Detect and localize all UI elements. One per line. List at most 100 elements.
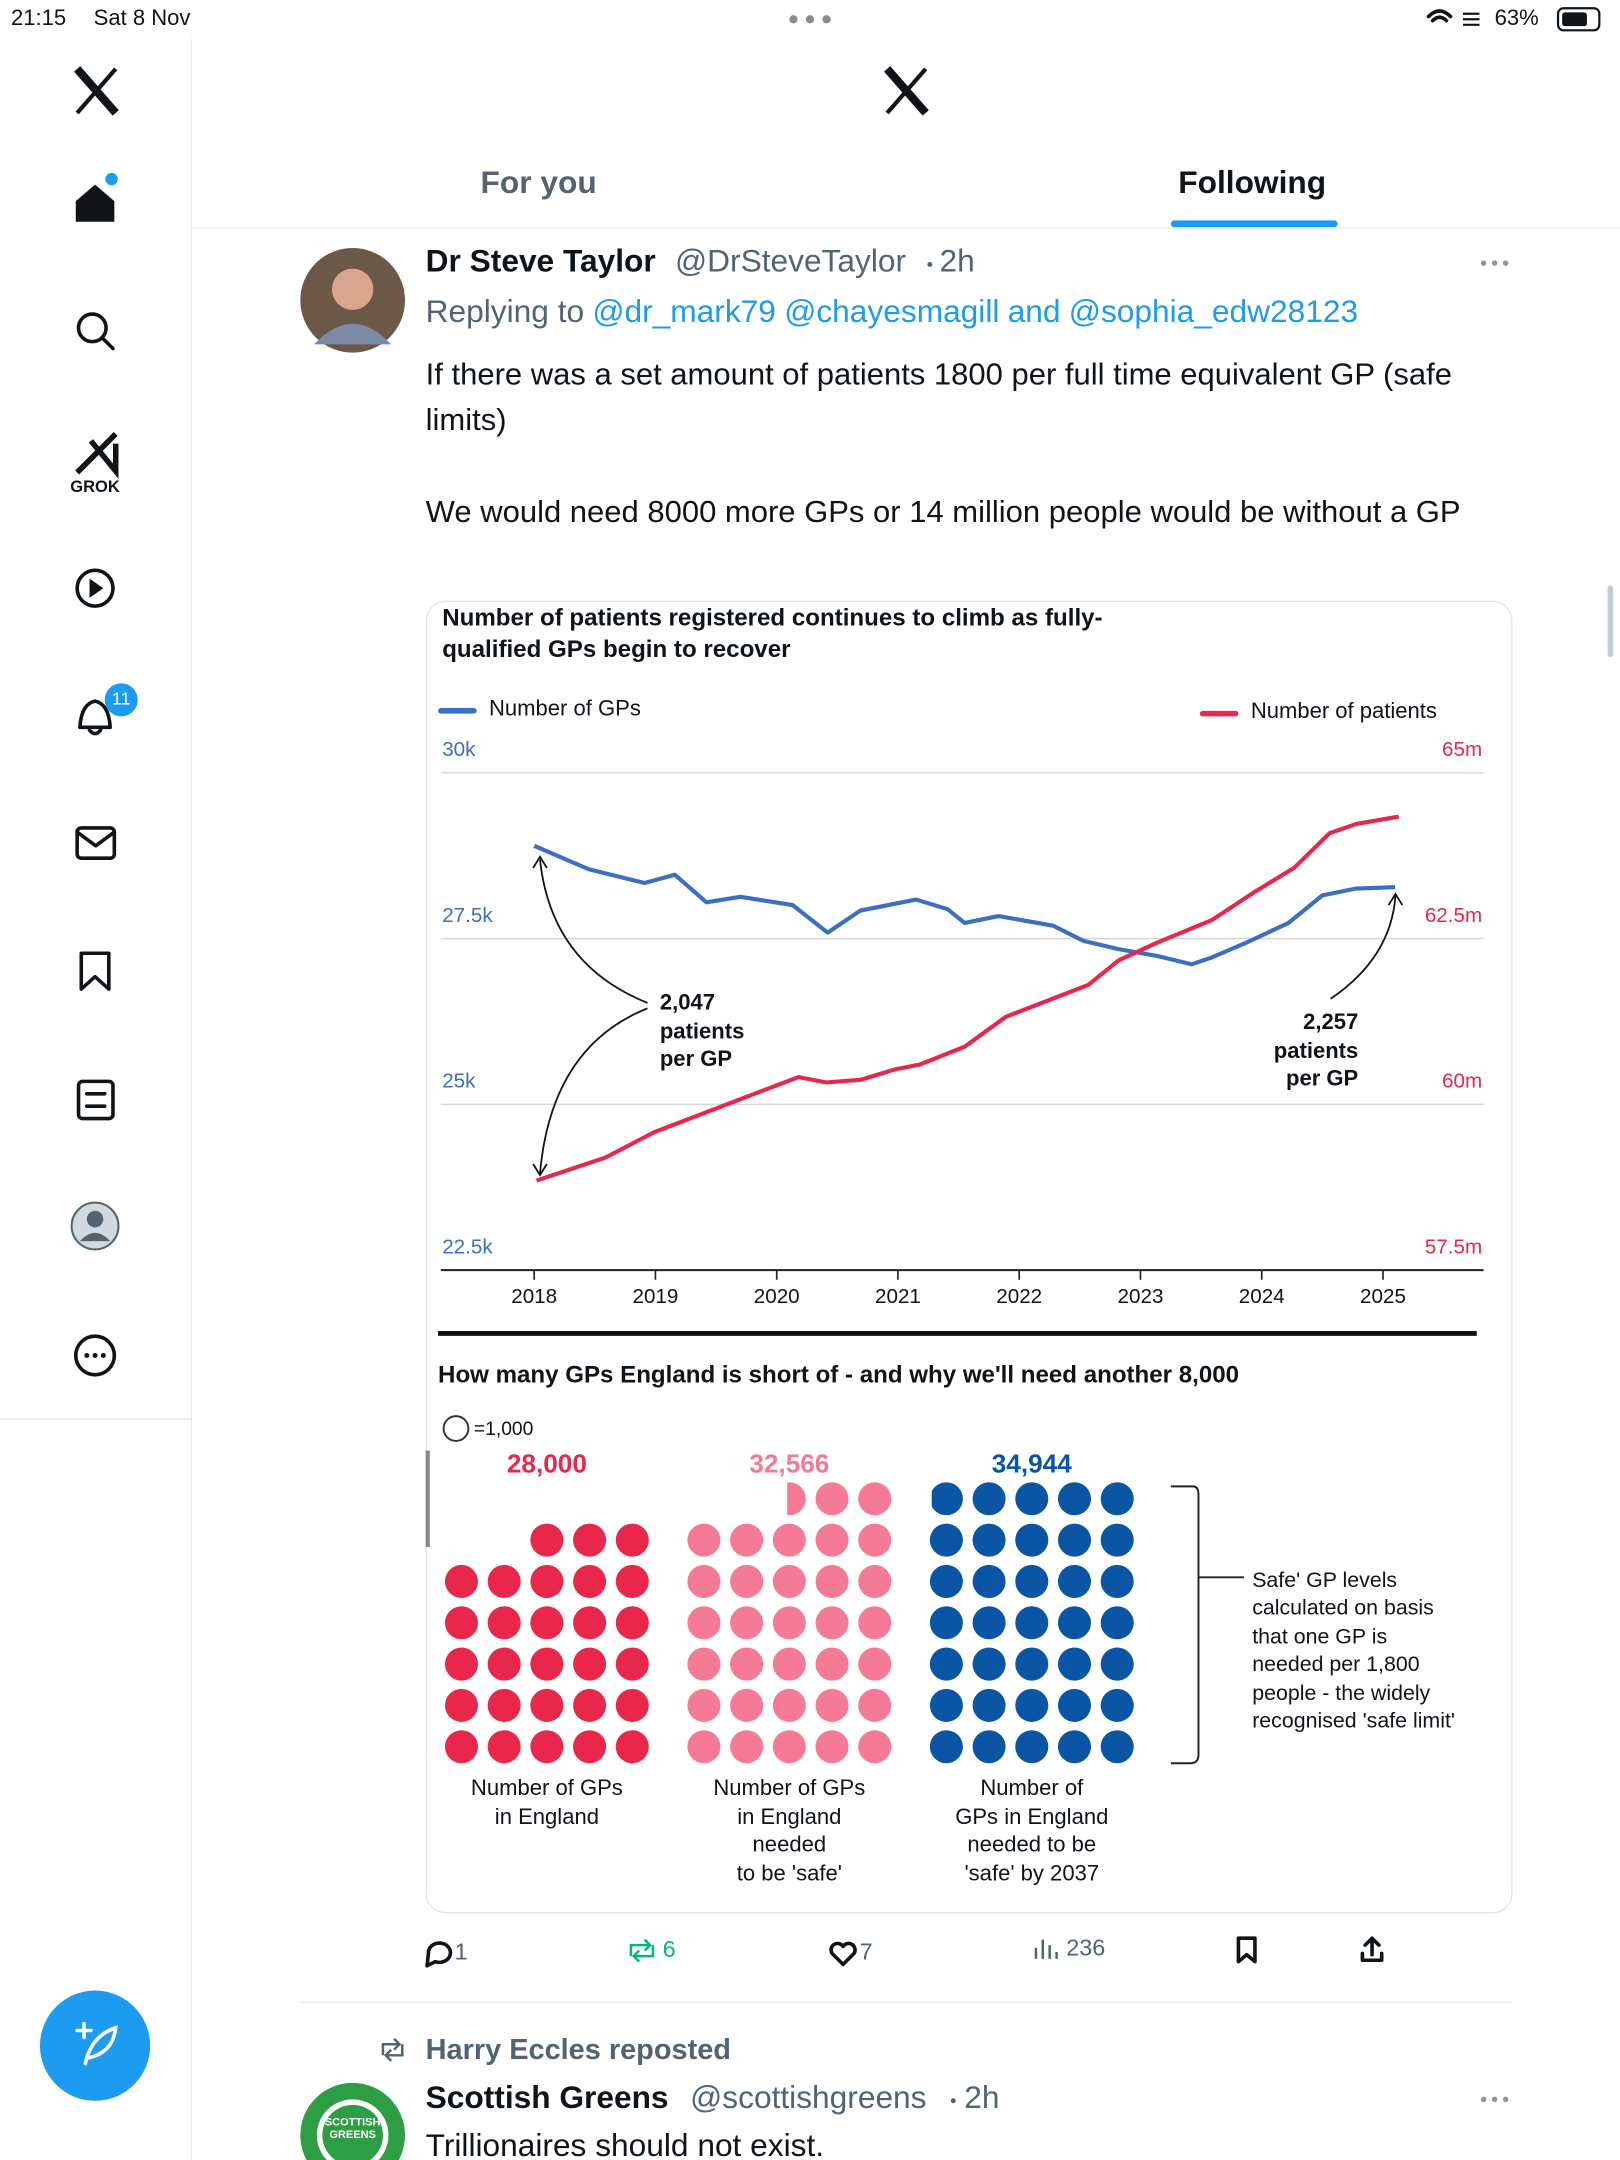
unit-dot xyxy=(815,1564,849,1598)
bracket xyxy=(1170,1485,1244,1765)
series-line xyxy=(533,843,1396,967)
lists-icon[interactable] xyxy=(76,1079,115,1121)
home-icon[interactable] xyxy=(75,172,118,222)
reply-button[interactable]: 1 xyxy=(425,1939,468,1968)
reply-handle[interactable]: @chayesmagill xyxy=(784,293,999,329)
grok-icon[interactable]: GROK xyxy=(70,431,120,496)
unit-dot xyxy=(730,1606,764,1640)
chart-title: Number of patients registered continues … xyxy=(442,603,1103,663)
category-label: Number of GPs in England needed to be 's… xyxy=(713,1777,866,1886)
unit-key xyxy=(442,1415,470,1442)
reply-handle[interactable]: @sophia_edw28123 xyxy=(1069,293,1358,329)
y-tick-label: 22.5k xyxy=(442,1236,493,1259)
unit-dot xyxy=(444,1730,479,1764)
more-icon[interactable] xyxy=(73,1334,117,1377)
crop-edge xyxy=(425,1450,430,1547)
legend-label: Number of GPs xyxy=(489,695,641,720)
post-time[interactable]: 2h xyxy=(964,2079,999,2115)
search-icon[interactable] xyxy=(76,312,115,351)
y2-tick-label: 60m xyxy=(1442,1070,1482,1093)
unit-dot xyxy=(1057,1647,1092,1681)
battery-level: 63% xyxy=(1495,5,1539,30)
unit-dot xyxy=(931,1482,963,1516)
unit-dot xyxy=(730,1647,764,1681)
x-tick-label: 2021 xyxy=(875,1285,921,1308)
series-line xyxy=(535,814,1400,1183)
unit-dot xyxy=(858,1606,892,1640)
grok-label: GROK xyxy=(70,477,120,496)
x-tick-label: 2023 xyxy=(1117,1285,1163,1308)
unit-dot xyxy=(772,1606,806,1640)
unit-dot xyxy=(815,1688,849,1722)
share-button[interactable] xyxy=(1360,1936,1384,1963)
post-menu[interactable] xyxy=(1480,260,1509,266)
unit-dot xyxy=(1057,1523,1092,1557)
unit-dot xyxy=(687,1606,721,1640)
wifi-icon xyxy=(1426,9,1453,23)
unit-dot xyxy=(858,1688,892,1722)
category-label-box: Number of GPs in England xyxy=(471,1777,623,1829)
unit-dot xyxy=(1057,1688,1092,1722)
unit-dot xyxy=(815,1730,849,1764)
author-avatar[interactable] xyxy=(300,247,405,353)
notifications-icon[interactable]: 11 xyxy=(78,683,138,736)
unit-dot xyxy=(487,1647,521,1681)
chart-title-box: Number of patients registered continues … xyxy=(442,603,1103,663)
like-count: 7 xyxy=(860,1939,873,1965)
scrollbar xyxy=(1607,585,1614,658)
profile-icon[interactable] xyxy=(70,1201,120,1251)
x-tick-label: 2019 xyxy=(632,1285,678,1308)
author-name[interactable]: Dr Steve Taylor xyxy=(426,242,656,278)
x-tick-label: 2022 xyxy=(996,1285,1042,1308)
line-chart: 22.5k 25k 27.5k 30k 57.5m 60m 62.5m 65m 2018 2019… xyxy=(438,695,1484,1308)
unit-dot xyxy=(1015,1647,1049,1681)
author-handle[interactable]: @DrSteveTaylor xyxy=(675,242,906,278)
scottish-greens-avatar[interactable]: SCOTTISH GREENS xyxy=(300,2082,405,2160)
note-box: Safe' GP levels calculated on basis that… xyxy=(1252,1569,1455,1733)
author-handle[interactable]: @scottishgreens xyxy=(690,2079,926,2115)
unit-dot xyxy=(858,1523,892,1557)
unit-dot xyxy=(530,1730,564,1764)
views-button[interactable]: 236 xyxy=(1034,1934,1105,1960)
y2-tick-label: 57.5m xyxy=(1425,1236,1482,1259)
repost-icon xyxy=(381,2037,404,2062)
bookmark-button[interactable] xyxy=(1236,1936,1257,1964)
unit-dot xyxy=(1057,1730,1092,1764)
reposted-by[interactable]: Harry Eccles reposted xyxy=(426,2034,731,2066)
category-label-box: Number of GPs in England needed to be 's… xyxy=(955,1777,1108,1885)
video-icon[interactable] xyxy=(75,568,115,608)
annotation-arrow xyxy=(1330,895,1397,1000)
x-logo[interactable] xyxy=(74,66,119,116)
post-menu[interactable] xyxy=(1480,2096,1509,2103)
bookmarks-icon[interactable] xyxy=(79,951,111,991)
notification-badge: 11 xyxy=(112,689,131,709)
separator-dot xyxy=(927,262,933,267)
messages-icon[interactable] xyxy=(75,826,117,861)
compose-button[interactable] xyxy=(39,1990,151,2101)
reply-handle[interactable]: @dr_mark79 xyxy=(592,293,776,329)
annotation-box: 2,047 patients per GP xyxy=(660,992,745,1072)
tab-following[interactable]: Following xyxy=(1178,164,1326,200)
unit-dot xyxy=(1015,1730,1049,1764)
unit-dot xyxy=(444,1564,479,1598)
reply-and[interactable]: and xyxy=(1008,293,1061,329)
post-time[interactable]: 2h xyxy=(939,242,974,278)
unit-dot xyxy=(1100,1606,1134,1640)
unit-dot xyxy=(1100,1523,1134,1557)
annotation-arrow xyxy=(539,859,648,1174)
repost-button[interactable]: 6 xyxy=(629,1936,676,1963)
unit-dot xyxy=(858,1564,892,1598)
unit-dot xyxy=(929,1688,963,1722)
unit-dot xyxy=(573,1647,607,1681)
annotation: 2,257 patients per GP xyxy=(1273,1011,1359,1092)
like-button[interactable]: 7 xyxy=(829,1939,873,1967)
unit-dot xyxy=(615,1730,649,1764)
unit-dot xyxy=(487,1730,521,1764)
unit-dot xyxy=(615,1564,649,1598)
unit-dot xyxy=(858,1482,892,1516)
unit-dot xyxy=(1015,1688,1049,1722)
author-name[interactable]: Scottish Greens xyxy=(426,2079,669,2115)
value-label: 34,944 xyxy=(992,1449,1072,1479)
x-tick-label: 2024 xyxy=(1239,1285,1285,1308)
tab-for-you[interactable]: For you xyxy=(481,164,597,200)
